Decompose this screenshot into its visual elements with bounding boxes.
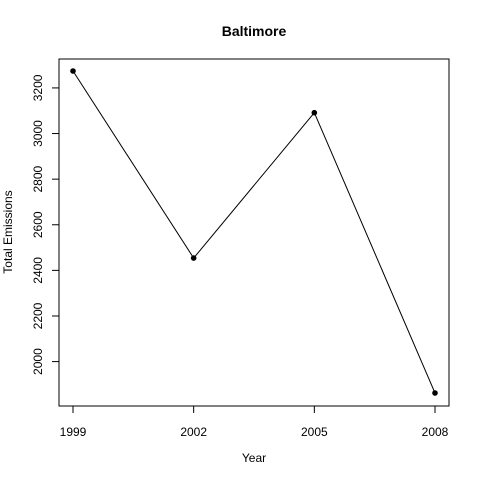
x-tick-label: 1999 <box>60 425 87 439</box>
x-tick-label: 2008 <box>422 425 449 439</box>
x-axis: 1999 2002 2005 2008 <box>60 405 449 439</box>
y-axis: 2000 2200 2400 2600 2800 3000 3200 <box>31 74 60 375</box>
y-tick-label: 2200 <box>31 302 45 329</box>
series-line <box>72 70 436 394</box>
y-tick-label: 3200 <box>31 74 45 101</box>
y-tick-label: 3000 <box>31 120 45 147</box>
x-tick-label: 2005 <box>301 425 328 439</box>
data-series <box>70 68 438 396</box>
y-tick-label: 2400 <box>31 257 45 284</box>
x-axis-label: Year <box>242 451 266 465</box>
y-tick-label: 2600 <box>31 211 45 238</box>
plot-area-border <box>58 58 450 407</box>
data-point <box>70 68 76 74</box>
chart-title: Baltimore <box>222 23 287 39</box>
x-tick-label: 2002 <box>180 425 207 439</box>
y-tick-label: 2800 <box>31 165 45 192</box>
y-tick-label: 2000 <box>31 348 45 375</box>
y-axis-label: Total Emissions <box>1 190 15 273</box>
data-point <box>311 109 318 116</box>
data-point <box>190 255 197 261</box>
data-point <box>432 390 438 396</box>
